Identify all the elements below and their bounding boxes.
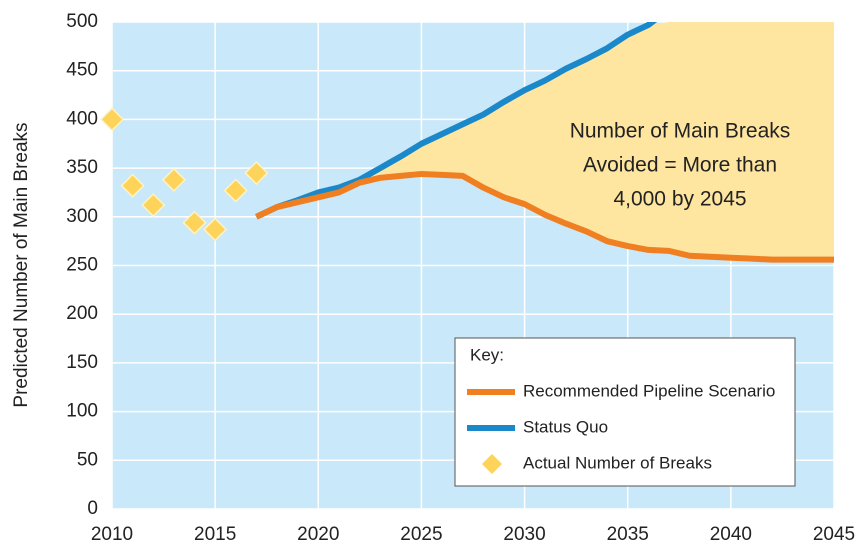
point (203, 217, 228, 242)
y-tick-label: 400 (66, 108, 98, 129)
y-tick-label: 50 (77, 449, 98, 470)
legend-box (454, 337, 796, 487)
y-tick-label: 450 (66, 60, 98, 81)
legend-swatch (482, 454, 502, 474)
x-tick-label: 2020 (297, 524, 339, 545)
y-tick-label: 0 (87, 498, 98, 519)
legend-title: Key: (470, 345, 504, 364)
x-tick-label: 2040 (710, 524, 752, 545)
point (182, 210, 207, 235)
y-tick-label: 100 (66, 401, 98, 422)
legend-label: Status Quo (523, 417, 608, 436)
y-tick-label: 150 (66, 352, 98, 373)
point (120, 173, 145, 198)
point (99, 107, 125, 132)
x-tick-label: 2015 (194, 524, 236, 545)
point (141, 193, 166, 218)
y-tick-label: 500 (66, 11, 98, 32)
line (255, 22, 658, 220)
point (244, 160, 269, 186)
legend-label: Recommended Pipeline Scenario (523, 381, 775, 400)
x-tick-label: 2030 (503, 524, 545, 545)
y-axis-label: Predicted Number of Main Breaks (11, 122, 32, 407)
y-tick-label: 300 (66, 206, 98, 227)
y-tick-label: 250 (66, 255, 98, 276)
y-tick-label: 200 (66, 303, 98, 324)
y-tick-label: 350 (66, 157, 98, 178)
x-tick-label: 2045 (813, 524, 855, 545)
avoided-area (256, 22, 834, 260)
x-tick-label: 2010 (91, 524, 133, 545)
point (161, 167, 186, 192)
annotation: 4,000 by 2045 (613, 188, 746, 211)
x-tick-label: 2025 (400, 524, 442, 545)
point (223, 178, 248, 203)
plot (112, 22, 834, 509)
annotation: Avoided = More than (583, 154, 777, 177)
line (255, 170, 834, 263)
x-tick-label: 2035 (607, 524, 649, 545)
annotation: Number of Main Breaks (570, 120, 791, 143)
legend-label: Actual Number of Breaks (523, 453, 712, 472)
